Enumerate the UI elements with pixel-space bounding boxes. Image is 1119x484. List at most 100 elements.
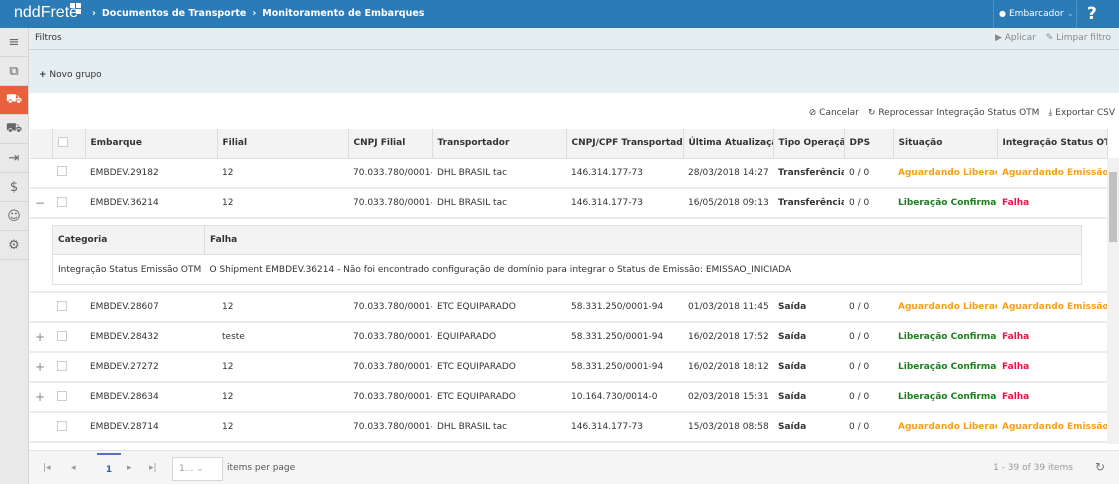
reprocess-button[interactable]: ↻ Reprocessar Integração Status OTM	[868, 108, 1040, 118]
exit-icon[interactable]: ⇥	[0, 144, 28, 173]
detail-container: Categoria Falha Integração Status Emissão…	[30, 218, 1107, 293]
expand-toggle[interactable]	[30, 158, 52, 189]
cell-tipo-operacao: Saída	[773, 292, 844, 323]
user-name: Embarcador	[1008, 9, 1064, 19]
cell-cnpj-transportador: 58.331.250/0001-94	[566, 352, 683, 383]
cancel-label: Cancelar	[819, 108, 859, 118]
cell-integracao: Falha	[997, 188, 1107, 219]
row-checkbox[interactable]	[52, 412, 85, 443]
filters-body: + Novo grupo	[29, 50, 1119, 93]
chevron-down-icon: ⌄	[196, 464, 204, 474]
row-checkbox[interactable]	[52, 352, 85, 383]
row-checkbox[interactable]	[52, 382, 85, 413]
clear-filter-button[interactable]: ✎ Limpar filtro	[1046, 33, 1111, 43]
apply-button[interactable]: ▶ Aplicar	[995, 33, 1036, 43]
breadcrumb-item[interactable]: Documentos de Transporte	[101, 8, 247, 19]
col-embarque[interactable]: Embarque	[85, 129, 218, 159]
cell-embarque: EMBDEV.28432	[85, 322, 217, 353]
row-checkbox[interactable]	[52, 158, 85, 189]
logo[interactable]: nddFrete	[14, 4, 79, 21]
detail-row-item: Integração Status Emissão OTM O Shipment …	[52, 254, 1082, 285]
cell-integracao: Aguardando Emissão	[997, 158, 1107, 189]
col-tipo-operacao[interactable]: Tipo Operação	[773, 129, 845, 159]
page-1-button[interactable]: 1	[97, 453, 121, 475]
cell-situacao: Liberação Confirmada	[893, 188, 997, 219]
expander-header	[30, 129, 53, 159]
first-page-icon[interactable]: |◂	[43, 463, 51, 473]
cell-situacao: Aguardando Liberação	[893, 292, 997, 323]
menu-icon[interactable]: ≡	[0, 28, 28, 57]
col-dps[interactable]: DPS	[844, 129, 894, 159]
col-cnpj-transportador[interactable]: CNPJ/CPF Transportador	[566, 129, 684, 159]
payment-icon[interactable]: $	[0, 173, 28, 202]
expand-toggle[interactable]: +	[30, 352, 52, 383]
filters-bar: Filtros ▶ Aplicar ✎ Limpar filtro	[29, 28, 1119, 50]
last-page-icon[interactable]: ▸|	[149, 463, 157, 473]
scrollbar-thumb[interactable]	[1109, 172, 1117, 242]
cell-cnpj-transportador: 146.314.177-73	[566, 188, 683, 219]
cell-filial: 12	[217, 412, 348, 443]
user-icon: ●	[999, 9, 1006, 18]
cell-embarque: EMBDEV.29182	[85, 158, 217, 189]
pager: |◂ ◂ 1 ▸ ▸| 1... ⌄ items per page 1 - 39…	[29, 450, 1119, 484]
row-checkbox[interactable]	[52, 322, 85, 353]
cancel-button[interactable]: ⊘ Cancelar	[809, 108, 859, 118]
cell-dps: 0 / 0	[844, 412, 893, 443]
col-transportador[interactable]: Transportador	[432, 129, 567, 159]
col-cnpj-filial[interactable]: CNPJ Filial	[348, 129, 433, 159]
expand-toggle[interactable]: +	[30, 382, 52, 413]
plus-icon: +	[39, 70, 47, 80]
users-icon[interactable]: ☺	[0, 202, 28, 231]
col-integracao[interactable]: Integração Status OTM	[997, 129, 1108, 159]
truck-icon[interactable]: ⛟	[0, 86, 28, 115]
logo-mark	[70, 3, 82, 15]
new-group-button[interactable]: + Novo grupo	[39, 70, 102, 80]
cell-integracao: Falha	[997, 382, 1107, 413]
vertical-scrollbar[interactable]	[1107, 158, 1119, 444]
expand-toggle[interactable]	[30, 292, 52, 323]
table-header: Embarque Filial CNPJ Filial Transportado…	[30, 129, 1108, 159]
page-size-value: 1...	[179, 464, 194, 474]
cell-embarque: EMBDEV.27272	[85, 352, 217, 383]
new-group-label: Novo grupo	[49, 70, 102, 80]
table-row[interactable]: + EMBDEV.28432teste70.033.780/0001-51EQUI…	[30, 322, 1107, 353]
select-all-checkbox[interactable]	[52, 129, 86, 159]
cell-ultima-atualizacao: 16/02/2018 18:12	[683, 352, 773, 383]
cell-ultima-atualizacao: 16/05/2018 09:13	[683, 188, 773, 219]
expand-toggle[interactable]	[30, 412, 52, 443]
col-filial[interactable]: Filial	[217, 129, 349, 159]
export-csv-button[interactable]: ⤓ Exportar CSV	[1048, 108, 1115, 118]
sidebar: ≡ ⧉ ⛟ ⛟ ⇥ $ ☺ ⚙	[0, 28, 29, 484]
documents-icon[interactable]: ⧉	[0, 57, 28, 86]
chevron-right-icon: ›	[252, 8, 257, 19]
next-page-icon[interactable]: ▸	[127, 463, 132, 473]
prev-page-icon[interactable]: ◂	[71, 463, 76, 473]
filters-title: Filtros	[35, 33, 62, 43]
reprocess-label: Reprocessar Integração Status OTM	[878, 108, 1040, 118]
breadcrumb-item[interactable]: Monitoramento de Embarques	[262, 8, 425, 19]
expand-toggle[interactable]: −	[30, 188, 52, 219]
gears-icon[interactable]: ⚙	[0, 231, 28, 260]
cell-filial: teste	[217, 322, 348, 353]
row-checkbox[interactable]	[52, 292, 85, 323]
refresh-icon[interactable]: ↻	[1094, 460, 1105, 474]
page-size-select[interactable]: 1... ⌄	[172, 457, 223, 481]
col-situacao[interactable]: Situação	[893, 129, 998, 159]
cell-transportador: ETC EQUIPARADO	[432, 382, 566, 413]
pager-summary: 1 - 39 of 39 items	[993, 463, 1073, 473]
cell-tipo-operacao: Transferência	[773, 158, 844, 189]
delivery-truck-icon[interactable]: ⛟	[0, 115, 28, 144]
eraser-icon: ✎	[1045, 33, 1054, 43]
cell-situacao: Liberação Confirmada	[893, 382, 997, 413]
col-ultima-atualizacao[interactable]: Última Atualização	[683, 129, 774, 159]
user-menu[interactable]: ● Embarcador ⌄	[993, 0, 1077, 28]
expand-toggle[interactable]: +	[30, 322, 52, 353]
help-icon[interactable]: ?	[1087, 4, 1097, 24]
row-checkbox[interactable]	[52, 188, 85, 219]
